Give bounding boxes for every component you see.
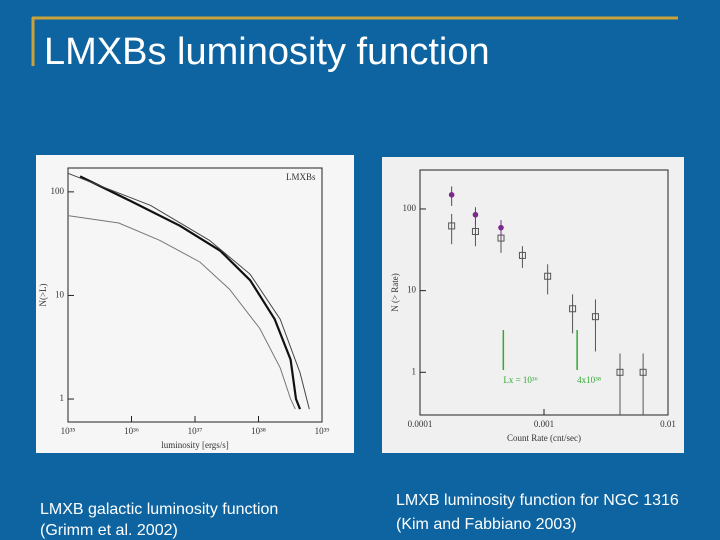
data-point <box>591 313 599 321</box>
slide-title: LMXBs luminosity function <box>44 31 490 73</box>
x-tick-label: 10³⁷ <box>188 426 203 436</box>
curve <box>79 175 302 410</box>
x-tick-label: 10³⁸ <box>251 426 266 436</box>
x-tick-label: 0.001 <box>534 419 554 429</box>
data-point <box>448 222 456 230</box>
y-tick-label: 100 <box>403 203 417 213</box>
y-tick-label: 1 <box>412 366 417 376</box>
data-point <box>616 368 624 376</box>
data-point <box>639 368 647 376</box>
y-tick-label: 1 <box>60 393 65 403</box>
x-tick-label: 0.0001 <box>408 419 433 429</box>
y-axis-label: N(>L) <box>38 283 48 306</box>
y-tick-label: 10 <box>407 285 417 295</box>
data-point <box>448 192 455 198</box>
x-axis-label: Count Rate (cnt/sec) <box>507 433 581 443</box>
data-point <box>472 211 479 218</box>
x-tick-label: 0.01 <box>660 419 676 429</box>
caption: LMXB galactic luminosity function <box>40 501 278 518</box>
x-tick-label: 10³⁹ <box>315 426 330 436</box>
y-tick-label: 10 <box>55 290 65 300</box>
annotation: LMXBs <box>286 172 316 182</box>
data-point <box>498 224 504 231</box>
figure-panel <box>36 155 354 453</box>
data-point <box>471 227 479 235</box>
marker-label: 4x10³⁸ <box>577 375 601 385</box>
curve <box>67 172 310 410</box>
x-axis-label: luminosity [ergs/s] <box>161 440 229 450</box>
marker-label: Lx = 10³⁶ <box>503 375 537 385</box>
data-point <box>569 305 577 313</box>
x-tick-label: 10³⁶ <box>124 426 139 436</box>
data-point <box>518 251 526 259</box>
caption: LMXB luminosity function for NGC 1316 <box>396 492 679 509</box>
x-tick-label: 10³⁵ <box>61 426 76 436</box>
caption: (Grimm et al. 2002) <box>40 522 178 539</box>
curve <box>67 215 296 410</box>
caption: (Kim and Fabbiano 2003) <box>396 516 577 533</box>
data-point <box>544 272 552 280</box>
y-tick-label: 100 <box>51 186 65 196</box>
figure-panel <box>382 157 684 453</box>
y-axis-label: N (> Rate) <box>390 273 400 312</box>
